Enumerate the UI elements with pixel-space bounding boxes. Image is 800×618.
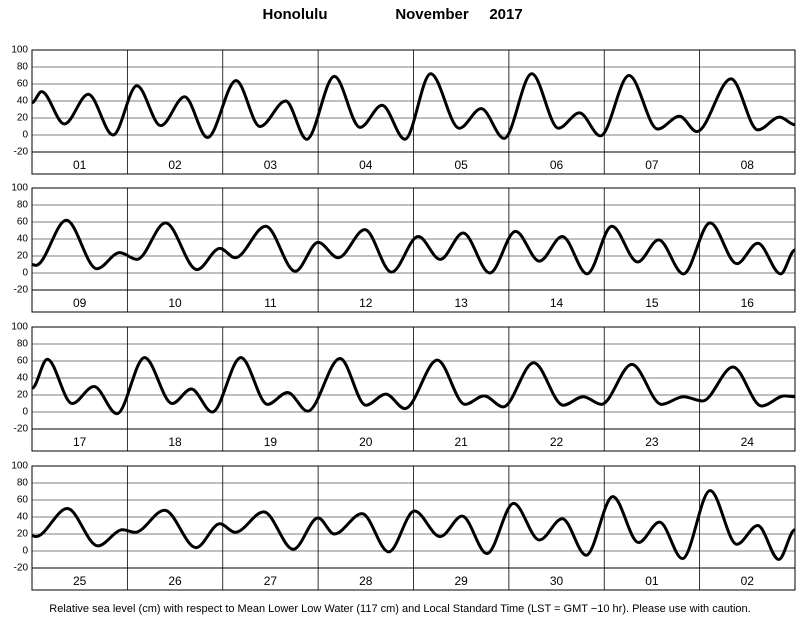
day-label: 29 bbox=[455, 574, 469, 588]
y-tick-label: 40 bbox=[17, 234, 29, 245]
day-label: 28 bbox=[359, 574, 373, 588]
y-tick-label: 0 bbox=[22, 268, 28, 279]
y-tick-label: 40 bbox=[17, 512, 29, 523]
tide-line bbox=[31, 72, 796, 141]
y-tick-label: 60 bbox=[17, 495, 29, 506]
day-label: 04 bbox=[359, 158, 373, 172]
title-month: November bbox=[395, 6, 469, 23]
day-label: 10 bbox=[168, 296, 182, 310]
day-label: 25 bbox=[73, 574, 87, 588]
y-tick-label: 20 bbox=[17, 113, 29, 124]
y-tick-label: 60 bbox=[17, 356, 29, 367]
y-tick-label: 0 bbox=[22, 546, 28, 557]
y-tick-label: 100 bbox=[11, 461, 28, 472]
day-label: 11 bbox=[264, 296, 277, 310]
day-label: 30 bbox=[550, 574, 564, 588]
y-tick-label: 20 bbox=[17, 251, 29, 262]
y-tick-label: 20 bbox=[17, 529, 29, 540]
day-label: 07 bbox=[645, 158, 659, 172]
day-label: 03 bbox=[264, 158, 278, 172]
footnote: Relative sea level (cm) with respect to … bbox=[49, 603, 750, 615]
y-tick-label: -20 bbox=[14, 147, 29, 158]
day-label: 01 bbox=[73, 158, 87, 172]
panel-frame bbox=[31, 49, 796, 175]
day-label: 14 bbox=[550, 296, 564, 310]
y-tick-label: 0 bbox=[22, 130, 28, 141]
title-location: Honolulu bbox=[263, 6, 328, 23]
day-label: 26 bbox=[168, 574, 182, 588]
day-label: 21 bbox=[455, 435, 469, 449]
title-year: 2017 bbox=[489, 6, 522, 23]
day-label: 02 bbox=[168, 158, 182, 172]
day-label: 17 bbox=[73, 435, 87, 449]
day-label: 22 bbox=[550, 435, 564, 449]
tide-line bbox=[31, 356, 796, 416]
day-label: 09 bbox=[73, 296, 87, 310]
y-tick-label: 100 bbox=[11, 183, 28, 194]
y-tick-label: 80 bbox=[17, 478, 29, 489]
tide-line bbox=[31, 218, 796, 276]
day-label: 06 bbox=[550, 158, 564, 172]
day-label: 02 bbox=[741, 574, 755, 588]
day-label: 12 bbox=[359, 296, 373, 310]
day-label: 05 bbox=[455, 158, 469, 172]
day-label: 23 bbox=[645, 435, 659, 449]
day-label: 27 bbox=[264, 574, 278, 588]
day-label: 18 bbox=[168, 435, 182, 449]
y-tick-label: 40 bbox=[17, 373, 29, 384]
panel-frame bbox=[31, 465, 796, 591]
day-label: 15 bbox=[645, 296, 659, 310]
y-tick-label: -20 bbox=[14, 563, 29, 574]
y-tick-label: -20 bbox=[14, 285, 29, 296]
y-tick-label: 80 bbox=[17, 339, 29, 350]
day-label: 19 bbox=[264, 435, 278, 449]
day-label: 08 bbox=[741, 158, 755, 172]
day-label: 20 bbox=[359, 435, 373, 449]
y-tick-label: 80 bbox=[17, 62, 29, 73]
y-tick-label: 60 bbox=[17, 217, 29, 228]
y-tick-label: 80 bbox=[17, 200, 29, 211]
day-label: 24 bbox=[741, 435, 755, 449]
y-tick-label: 60 bbox=[17, 79, 29, 90]
y-tick-label: -20 bbox=[14, 424, 29, 435]
day-label: 16 bbox=[741, 296, 755, 310]
day-label: 01 bbox=[645, 574, 659, 588]
y-tick-label: 40 bbox=[17, 96, 29, 107]
y-tick-label: 20 bbox=[17, 390, 29, 401]
y-tick-label: 100 bbox=[11, 45, 28, 56]
y-tick-label: 0 bbox=[22, 407, 28, 418]
y-tick-label: 100 bbox=[11, 322, 28, 333]
day-label: 13 bbox=[455, 296, 469, 310]
tide-line bbox=[31, 489, 796, 561]
